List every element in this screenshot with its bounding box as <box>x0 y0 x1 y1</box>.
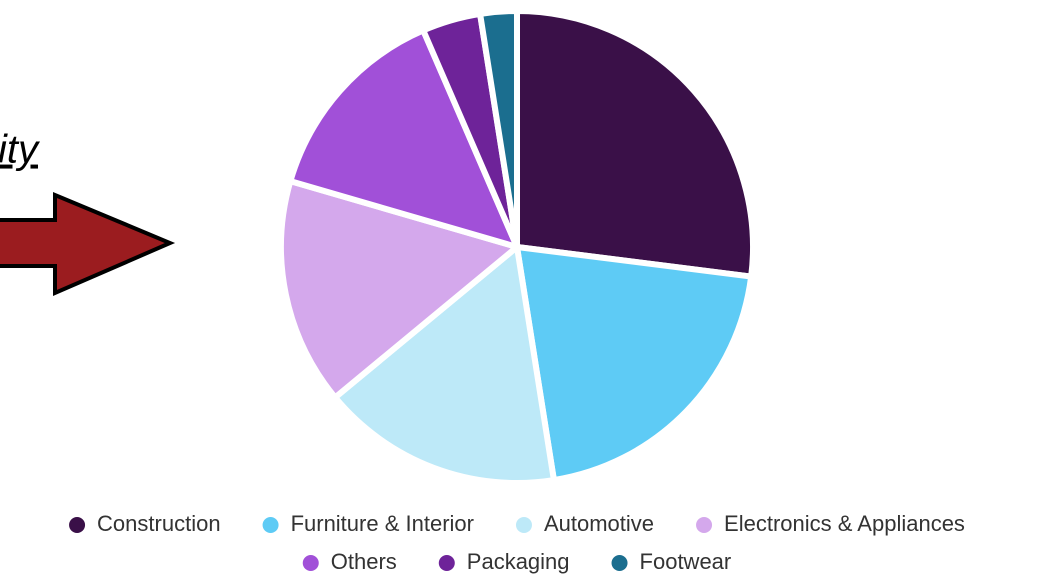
arrow <box>0 191 176 297</box>
legend-swatch <box>69 517 86 533</box>
legend-swatch <box>515 517 532 533</box>
pie-slice <box>278 178 520 401</box>
legend-label: Packaging <box>467 549 570 574</box>
legend-label: Furniture & Interior <box>291 511 474 536</box>
legend-label: Automotive <box>544 511 654 536</box>
legend-label: Electronics & Appliances <box>724 511 965 536</box>
slide-text-fragment: ity <box>0 128 41 172</box>
pie <box>278 8 756 486</box>
legend-swatch <box>611 555 628 571</box>
legend-label: Others <box>331 549 397 574</box>
legend-swatch <box>438 555 455 571</box>
pie-slice <box>287 27 520 250</box>
legend-swatch <box>696 517 713 533</box>
pie-slice <box>514 244 755 484</box>
legend-swatch <box>302 555 319 571</box>
pie-slice <box>514 8 756 280</box>
legend-swatch <box>262 517 279 533</box>
legend-label: Construction <box>97 511 221 536</box>
pie-slice <box>477 8 520 250</box>
legend: Construction Furniture & Interior Automoti… <box>69 511 965 574</box>
pie-slice <box>332 244 557 486</box>
legend-label: Footwear <box>640 549 732 574</box>
